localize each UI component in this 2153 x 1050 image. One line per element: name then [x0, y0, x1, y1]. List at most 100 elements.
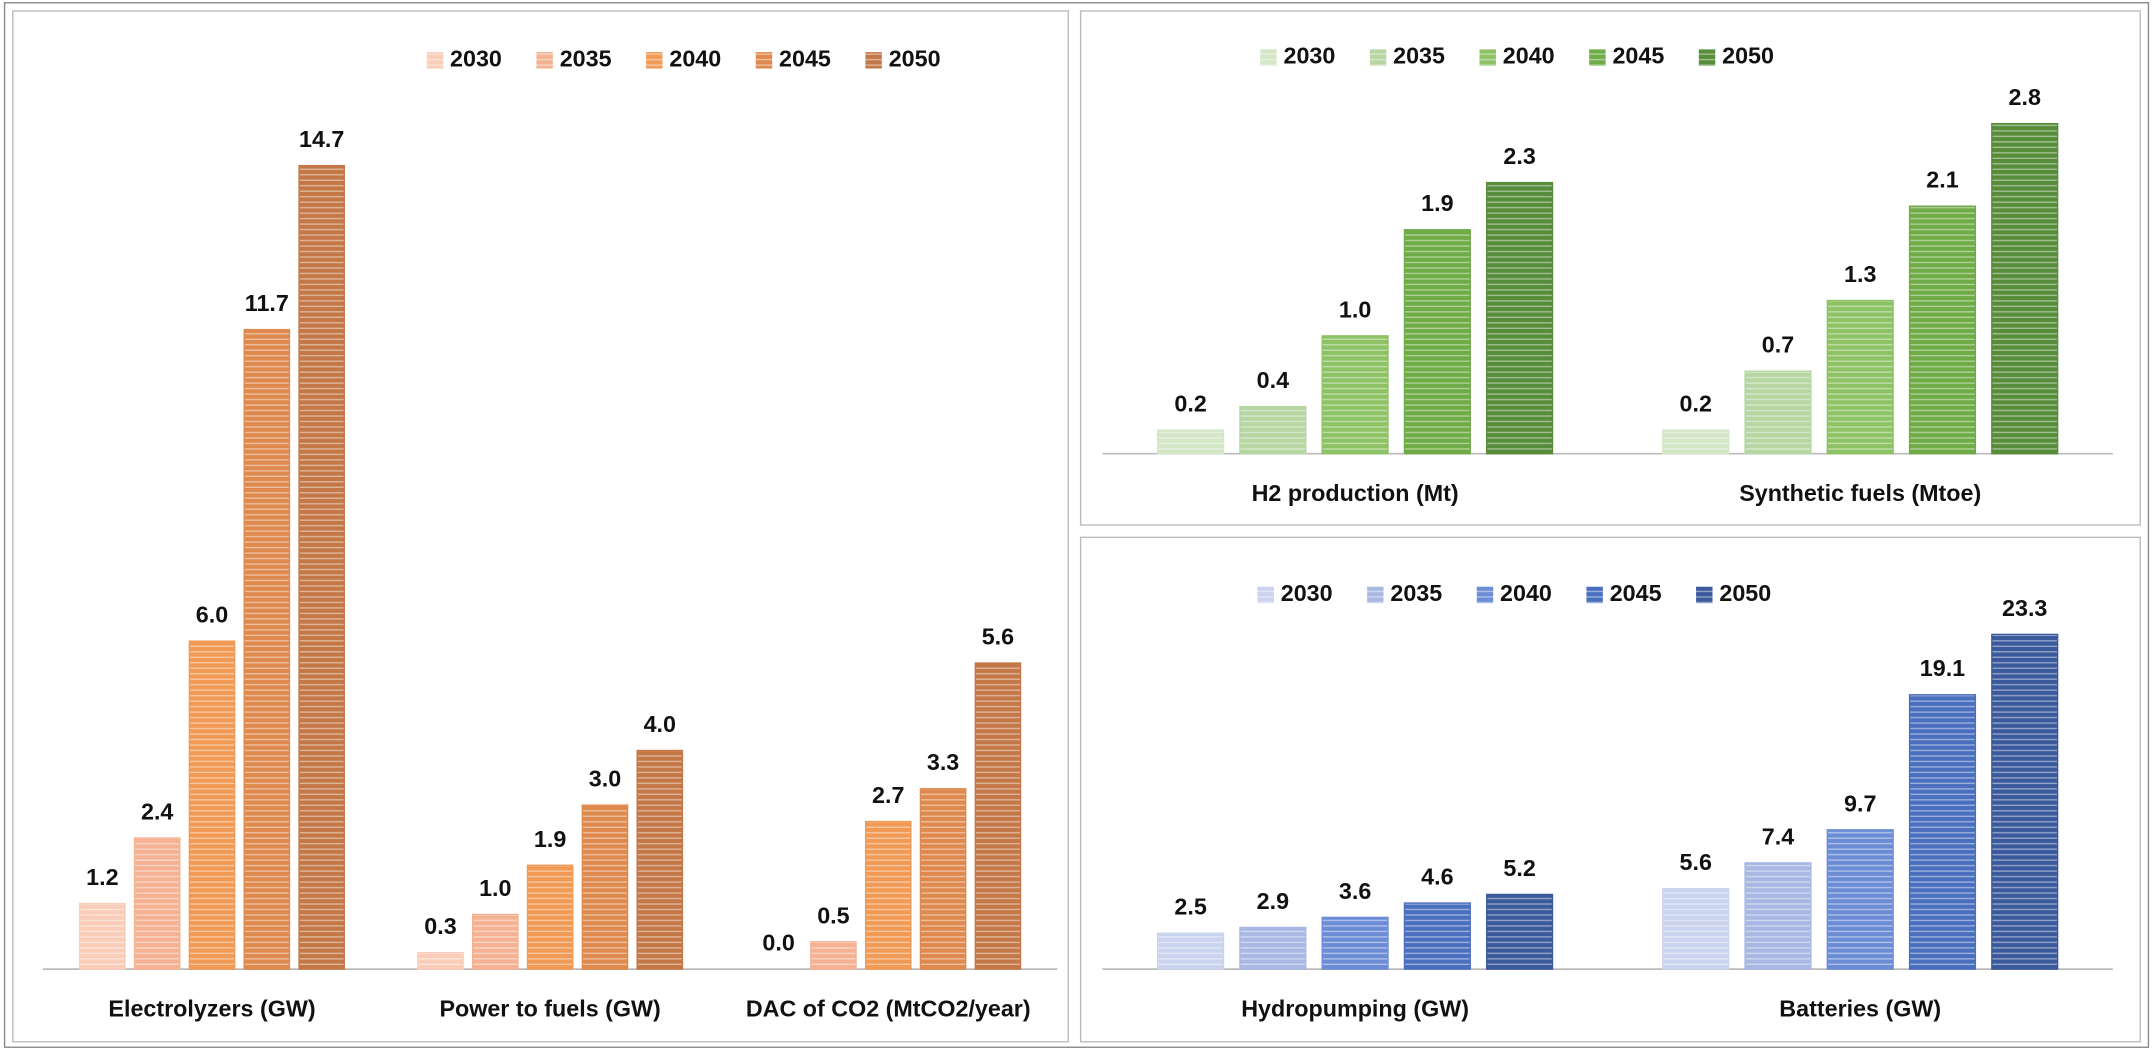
legend-swatch [646, 52, 663, 69]
data-label: 0.3 [424, 913, 456, 939]
bar [298, 164, 345, 970]
bar [1321, 916, 1389, 970]
bar [919, 788, 967, 970]
bar [1744, 862, 1812, 970]
legend-swatch [1589, 49, 1606, 66]
legend-swatch [1260, 49, 1277, 66]
bar [1991, 122, 2059, 455]
data-label: 3.3 [927, 749, 959, 775]
bar [1239, 926, 1307, 970]
legend-label: 2050 [1722, 43, 1774, 69]
data-label: 1.0 [1339, 296, 1371, 322]
data-label: 3.0 [589, 766, 621, 792]
data-label: 2.9 [1257, 888, 1289, 914]
legend-label: 2045 [1612, 43, 1664, 69]
data-label: 19.1 [1920, 655, 1965, 681]
bar [1744, 370, 1812, 455]
data-label: 1.9 [1421, 190, 1453, 216]
bar [243, 328, 291, 970]
bar [1908, 694, 1977, 970]
x-tick-label: Synthetic fuels (Mtoe) [1739, 480, 1981, 506]
bar [1991, 633, 2059, 970]
bar [133, 837, 181, 970]
x-tick-label: H2 production (Mt) [1252, 480, 1459, 506]
legend-swatch [1586, 586, 1603, 604]
bar [1826, 299, 1894, 455]
bar [1321, 335, 1389, 455]
legend-swatch [1367, 586, 1384, 604]
x-tick-label: DAC of CO2 (MtCO2/year) [746, 995, 1031, 1021]
data-label: 4.6 [1421, 864, 1453, 890]
legend-swatch [865, 52, 882, 69]
data-label: 9.7 [1844, 790, 1876, 816]
data-label: 14.7 [299, 126, 344, 152]
data-label: 1.0 [479, 875, 511, 901]
legend-label: 2035 [1393, 43, 1445, 69]
bar [188, 640, 236, 970]
bar [1662, 429, 1730, 455]
legend-label: 2030 [1283, 43, 1335, 69]
legend-swatch [536, 52, 553, 69]
data-label: 0.0 [762, 930, 794, 956]
bar [1662, 887, 1730, 970]
data-label: 7.4 [1762, 823, 1794, 849]
bar [1157, 932, 1225, 970]
data-label: 5.6 [982, 624, 1014, 650]
data-label: 0.7 [1762, 332, 1794, 358]
bar [79, 902, 126, 970]
bar [864, 820, 912, 970]
legend-swatch [1476, 586, 1494, 604]
data-label: 6.0 [196, 602, 228, 628]
bar [1157, 429, 1225, 455]
data-label: 2.4 [141, 798, 173, 824]
legend-label: 2045 [779, 45, 831, 71]
legend-label: 2035 [1390, 580, 1442, 606]
data-label: 0.2 [1174, 391, 1206, 417]
bar [471, 913, 519, 970]
legend-label: 2030 [1281, 580, 1333, 606]
data-label: 2.3 [1503, 143, 1535, 169]
legend-label: 2050 [1719, 580, 1771, 606]
data-label: 2.7 [872, 782, 904, 808]
legend-swatch [1479, 49, 1496, 66]
x-tick-label: Batteries (GW) [1779, 995, 1941, 1021]
legend-label: 2040 [1500, 580, 1552, 606]
data-label: 0.4 [1257, 367, 1289, 393]
bar [581, 804, 629, 970]
legend-swatch [426, 52, 444, 69]
bar [1486, 893, 1554, 970]
bar [1403, 229, 1471, 455]
legend-label: 2035 [560, 45, 612, 71]
bar [1908, 205, 1977, 455]
data-label: 3.6 [1339, 878, 1371, 904]
data-label: 5.6 [1680, 849, 1712, 875]
legend-label: 2040 [669, 45, 721, 71]
legend-swatch [1696, 586, 1713, 604]
bar [526, 864, 574, 970]
x-tick-label: Power to fuels (GW) [439, 995, 660, 1021]
data-label: 23.3 [2002, 595, 2047, 621]
legend-label: 2040 [1503, 43, 1555, 69]
bar [417, 952, 464, 970]
bar [1403, 902, 1471, 970]
legend-label: 2030 [450, 45, 502, 71]
legend-label: 2050 [889, 45, 941, 71]
data-label: 1.9 [534, 826, 566, 852]
bar [810, 941, 857, 970]
x-tick-label: Electrolyzers (GW) [108, 995, 315, 1021]
data-label: 0.2 [1680, 391, 1712, 417]
bar [1486, 181, 1554, 455]
bar [974, 662, 1022, 970]
bar [1239, 405, 1307, 455]
legend-swatch [1257, 586, 1274, 604]
data-label: 11.7 [245, 290, 289, 316]
data-label: 2.1 [1926, 167, 1958, 193]
bar [1826, 829, 1894, 970]
legend-swatch [1369, 49, 1387, 66]
data-label: 2.8 [2009, 84, 2041, 110]
legend-swatch [755, 52, 773, 69]
data-label: 1.3 [1844, 261, 1876, 287]
data-label: 1.2 [86, 864, 118, 890]
data-label: 2.5 [1174, 894, 1206, 920]
